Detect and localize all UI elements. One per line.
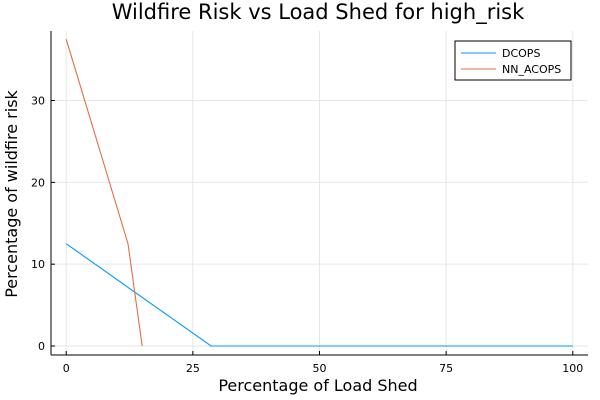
legend-label: NN_ACOPS <box>502 63 561 76</box>
legend-entries: DCOPS NN_ACOPS <box>461 47 561 76</box>
x-ticks: 0 25 50 75 100 <box>63 351 583 375</box>
series-line-dcops <box>65 243 573 347</box>
y-ticks: 0 10 20 30 <box>31 95 55 353</box>
y-axis-label: Percentage of wildfire risk <box>2 89 21 297</box>
series-layer <box>65 39 573 347</box>
legend-box <box>454 40 572 81</box>
y-tick-label: 30 <box>31 95 45 108</box>
x-axis-label: Percentage of Load Shed <box>218 376 417 395</box>
x-gridlines <box>65 31 574 355</box>
chart-title: Wildfire Risk vs Load Shed for high_risk <box>112 0 525 25</box>
series-line-nn-acops <box>65 39 143 347</box>
x-tick-label: 75 <box>439 362 453 375</box>
x-tick-label: 100 <box>562 362 583 375</box>
y-tick-label: 0 <box>38 340 45 353</box>
legend-label: DCOPS <box>502 47 540 60</box>
y-tick-label: 20 <box>31 176 45 189</box>
x-tick-label: 25 <box>186 362 200 375</box>
legend: DCOPS NN_ACOPS <box>454 40 572 81</box>
x-tick-label: 0 <box>63 362 70 375</box>
x-tick-label: 50 <box>313 362 327 375</box>
y-tick-label: 10 <box>31 258 45 271</box>
